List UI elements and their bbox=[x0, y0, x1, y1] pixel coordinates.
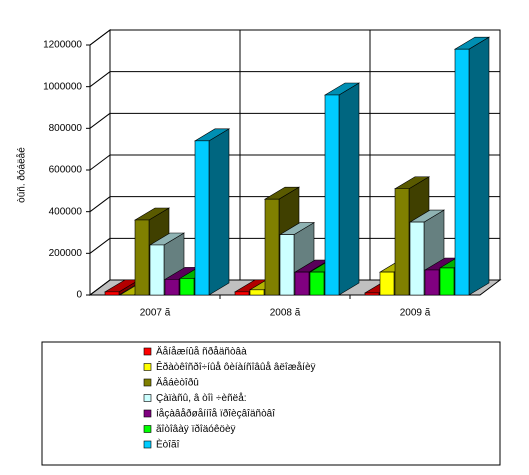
legend-label: íåçàâåðøåííîå ïðîèçâîäñòâî bbox=[156, 408, 276, 420]
bar-front bbox=[294, 271, 310, 296]
legend-label: Èòîãî bbox=[156, 438, 181, 451]
grid-line bbox=[89, 196, 111, 213]
legend-label: Äåáèòîðû bbox=[156, 377, 199, 389]
legend-label: ãîòîâàÿ ïðîäóêöèÿ bbox=[156, 423, 236, 435]
bar-front bbox=[104, 291, 120, 296]
bar bbox=[323, 82, 361, 296]
grid-line bbox=[89, 237, 111, 254]
y-axis-label: òûñ. ðóáëåé bbox=[16, 147, 28, 203]
bar-front bbox=[249, 289, 265, 296]
bar-side bbox=[338, 82, 360, 296]
bar-front bbox=[149, 244, 165, 296]
bar-front bbox=[394, 188, 410, 296]
bar-front bbox=[324, 94, 340, 296]
legend-swatch bbox=[143, 409, 152, 418]
grid-line bbox=[89, 112, 111, 129]
grid-line bbox=[89, 71, 111, 88]
grid-line bbox=[89, 154, 111, 171]
bar-front bbox=[279, 234, 295, 296]
x-tick-label: 2009 ã bbox=[400, 308, 431, 319]
legend-label: Êðàòêîñðî÷íûå ôèíàíñîâûå âëîæåíèÿ bbox=[156, 360, 316, 373]
y-tick-label: 1200000 bbox=[43, 40, 82, 51]
bar-front bbox=[409, 221, 425, 296]
bar-front bbox=[194, 140, 210, 296]
bar-front bbox=[364, 292, 380, 296]
y-tick-label: 400000 bbox=[49, 206, 83, 217]
bar-front bbox=[264, 198, 280, 296]
grid-line bbox=[89, 279, 111, 296]
y-tick-label: 200000 bbox=[49, 248, 83, 259]
legend-swatch bbox=[143, 378, 152, 387]
bar bbox=[193, 128, 231, 296]
bar-front bbox=[454, 48, 470, 296]
x-tick-label: 2007 ã bbox=[140, 308, 171, 319]
bar-side bbox=[208, 128, 230, 296]
bar-side bbox=[468, 36, 490, 296]
legend-label: Çàïàñû, â òîì ÷èñëå: bbox=[156, 392, 247, 404]
legend-swatch bbox=[143, 425, 152, 433]
bar-front bbox=[164, 279, 180, 296]
y-tick-label: 0 bbox=[76, 290, 82, 301]
bar-front bbox=[424, 269, 440, 296]
y-tick-label: 1000000 bbox=[43, 81, 82, 92]
legend-swatch bbox=[143, 394, 152, 402]
bar-front bbox=[179, 278, 195, 296]
bar-front bbox=[134, 219, 150, 296]
legend-swatch bbox=[143, 440, 152, 449]
bar-front bbox=[309, 271, 325, 296]
grid-line bbox=[89, 29, 111, 46]
y-tick-label: 600000 bbox=[49, 165, 83, 176]
legend-box bbox=[41, 341, 501, 466]
bar-front bbox=[379, 271, 395, 296]
bar-front bbox=[439, 267, 455, 296]
legend-swatch bbox=[143, 363, 152, 371]
legend-label: Äåíåæíûå ñðåäñòâà bbox=[156, 346, 247, 358]
y-tick-label: 800000 bbox=[49, 123, 83, 134]
legend-swatch bbox=[143, 347, 152, 356]
bar bbox=[453, 36, 491, 296]
x-tick-label: 2008 ã bbox=[270, 308, 301, 319]
bar-front bbox=[234, 291, 250, 296]
